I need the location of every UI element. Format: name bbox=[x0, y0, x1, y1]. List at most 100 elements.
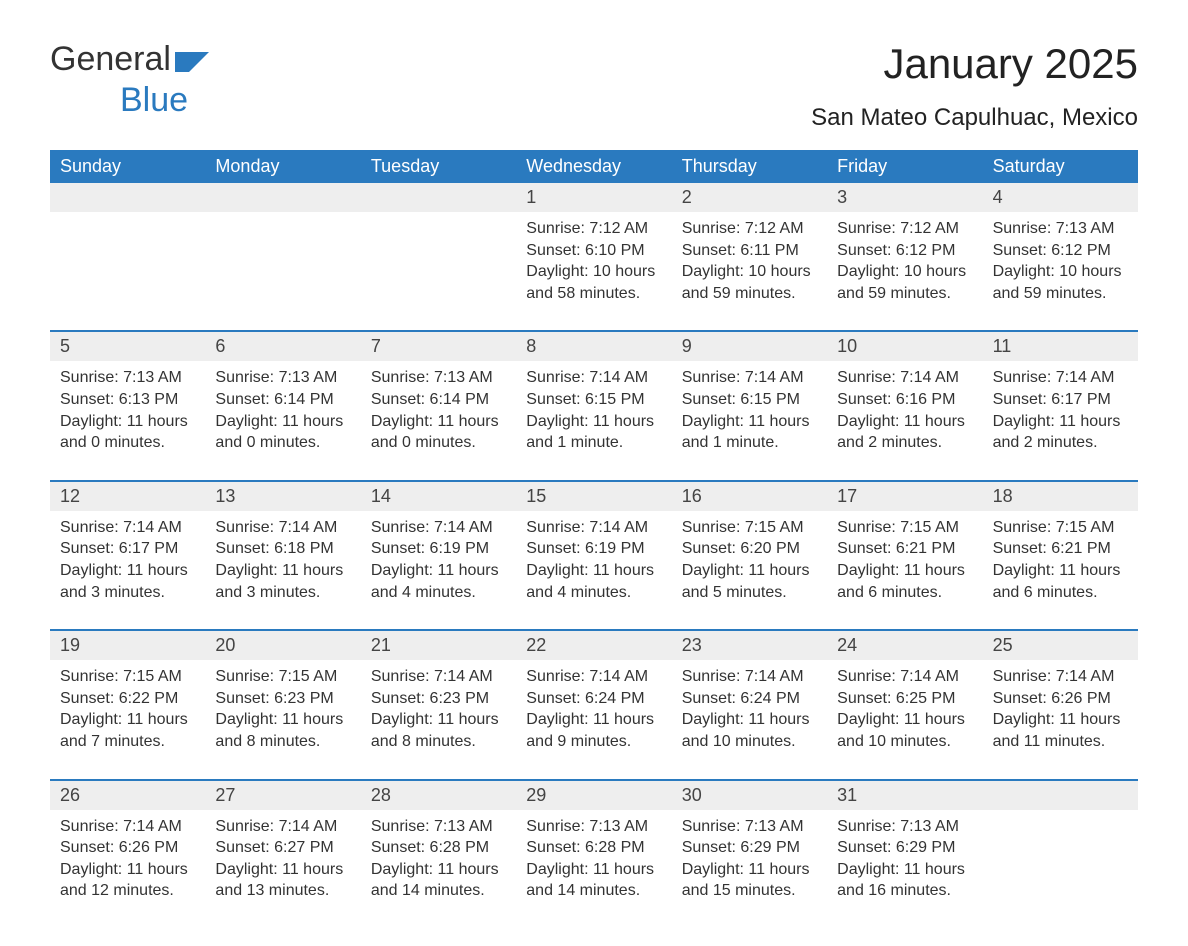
day-number: 23 bbox=[672, 631, 827, 660]
sunset-line: Sunset: 6:16 PM bbox=[837, 389, 972, 411]
day-number: . bbox=[983, 781, 1138, 810]
daylight-line: Daylight: 11 hours and 4 minutes. bbox=[526, 560, 661, 603]
day-details: Sunrise: 7:13 AMSunset: 6:28 PMDaylight:… bbox=[361, 810, 516, 902]
sunset-line: Sunset: 6:11 PM bbox=[682, 240, 817, 262]
weekday-header: Tuesday bbox=[361, 150, 516, 183]
sunrise-line: Sunrise: 7:14 AM bbox=[837, 666, 972, 688]
calendar-day: 28Sunrise: 7:13 AMSunset: 6:28 PMDayligh… bbox=[361, 781, 516, 906]
calendar-day: 9Sunrise: 7:14 AMSunset: 6:15 PMDaylight… bbox=[672, 332, 827, 457]
day-number: 31 bbox=[827, 781, 982, 810]
daylight-line: Daylight: 11 hours and 13 minutes. bbox=[215, 859, 350, 902]
sunrise-line: Sunrise: 7:13 AM bbox=[837, 816, 972, 838]
day-details: Sunrise: 7:13 AMSunset: 6:14 PMDaylight:… bbox=[361, 361, 516, 453]
day-details: Sunrise: 7:14 AMSunset: 6:18 PMDaylight:… bbox=[205, 511, 360, 603]
calendar-week: 12Sunrise: 7:14 AMSunset: 6:17 PMDayligh… bbox=[50, 480, 1138, 607]
day-number: 16 bbox=[672, 482, 827, 511]
day-number: 12 bbox=[50, 482, 205, 511]
logo: General Blue bbox=[50, 40, 209, 120]
day-details: Sunrise: 7:13 AMSunset: 6:12 PMDaylight:… bbox=[983, 212, 1138, 304]
day-details: Sunrise: 7:14 AMSunset: 6:19 PMDaylight:… bbox=[361, 511, 516, 603]
sunrise-line: Sunrise: 7:13 AM bbox=[60, 367, 195, 389]
flag-icon bbox=[175, 42, 209, 81]
day-details: Sunrise: 7:13 AMSunset: 6:13 PMDaylight:… bbox=[50, 361, 205, 453]
calendar-day-empty: . bbox=[50, 183, 205, 308]
calendar-day: 12Sunrise: 7:14 AMSunset: 6:17 PMDayligh… bbox=[50, 482, 205, 607]
calendar-day: 25 Sunrise: 7:14 AMSunset: 6:26 PMDayligh… bbox=[983, 631, 1138, 756]
day-number: 25 bbox=[983, 631, 1138, 660]
logo-text: General Blue bbox=[50, 40, 209, 120]
day-number: 15 bbox=[516, 482, 671, 511]
sunrise-line: Sunrise: 7:14 AM bbox=[526, 367, 661, 389]
calendar-day: 10Sunrise: 7:14 AMSunset: 6:16 PMDayligh… bbox=[827, 332, 982, 457]
calendar-day: 16Sunrise: 7:15 AMSunset: 6:20 PMDayligh… bbox=[672, 482, 827, 607]
day-details: Sunrise: 7:14 AMSunset: 6:24 PMDaylight:… bbox=[672, 660, 827, 752]
calendar-day: 18Sunrise: 7:15 AMSunset: 6:21 PMDayligh… bbox=[983, 482, 1138, 607]
day-number: . bbox=[205, 183, 360, 212]
day-number: 8 bbox=[516, 332, 671, 361]
sunrise-line: Sunrise: 7:12 AM bbox=[837, 218, 972, 240]
calendar-week: 5Sunrise: 7:13 AMSunset: 6:13 PMDaylight… bbox=[50, 330, 1138, 457]
calendar: SundayMondayTuesdayWednesdayThursdayFrid… bbox=[50, 150, 1138, 906]
daylight-line: Daylight: 11 hours and 14 minutes. bbox=[526, 859, 661, 902]
sunset-line: Sunset: 6:10 PM bbox=[526, 240, 661, 262]
day-number: 6 bbox=[205, 332, 360, 361]
weekday-header: Monday bbox=[205, 150, 360, 183]
calendar-day: 31Sunrise: 7:13 AMSunset: 6:29 PMDayligh… bbox=[827, 781, 982, 906]
sunset-line: Sunset: 6:27 PM bbox=[215, 837, 350, 859]
day-details: Sunrise: 7:15 AMSunset: 6:23 PMDaylight:… bbox=[205, 660, 360, 752]
daylight-line: Daylight: 11 hours and 6 minutes. bbox=[837, 560, 972, 603]
daylight-line: Daylight: 11 hours and 12 minutes. bbox=[60, 859, 195, 902]
daylight-line: Daylight: 11 hours and 4 minutes. bbox=[371, 560, 506, 603]
sunset-line: Sunset: 6:29 PM bbox=[682, 837, 817, 859]
location-subtitle: San Mateo Capulhuac, Mexico bbox=[811, 104, 1138, 132]
daylight-line: Daylight: 11 hours and 11 minutes. bbox=[993, 709, 1128, 752]
day-number: 30 bbox=[672, 781, 827, 810]
sunset-line: Sunset: 6:13 PM bbox=[60, 389, 195, 411]
sunrise-line: Sunrise: 7:14 AM bbox=[526, 517, 661, 539]
day-number: 9 bbox=[672, 332, 827, 361]
sunrise-line: Sunrise: 7:15 AM bbox=[837, 517, 972, 539]
calendar-day: 15Sunrise: 7:14 AMSunset: 6:19 PMDayligh… bbox=[516, 482, 671, 607]
daylight-line: Daylight: 11 hours and 3 minutes. bbox=[215, 560, 350, 603]
calendar-day: 26Sunrise: 7:14 AMSunset: 6:26 PMDayligh… bbox=[50, 781, 205, 906]
daylight-line: Daylight: 11 hours and 1 minute. bbox=[526, 411, 661, 454]
day-details: Sunrise: 7:14 AMSunset: 6:17 PMDaylight:… bbox=[983, 361, 1138, 453]
daylight-line: Daylight: 10 hours and 59 minutes. bbox=[993, 261, 1128, 304]
calendar-day: 24Sunrise: 7:14 AMSunset: 6:25 PMDayligh… bbox=[827, 631, 982, 756]
day-details: Sunrise: 7:14 AMSunset: 6:24 PMDaylight:… bbox=[516, 660, 671, 752]
daylight-line: Daylight: 10 hours and 59 minutes. bbox=[682, 261, 817, 304]
sunset-line: Sunset: 6:12 PM bbox=[993, 240, 1128, 262]
sunrise-line: Sunrise: 7:14 AM bbox=[682, 666, 817, 688]
day-number: 13 bbox=[205, 482, 360, 511]
daylight-line: Daylight: 11 hours and 10 minutes. bbox=[837, 709, 972, 752]
sunrise-line: Sunrise: 7:14 AM bbox=[371, 666, 506, 688]
daylight-line: Daylight: 11 hours and 9 minutes. bbox=[526, 709, 661, 752]
sunrise-line: Sunrise: 7:14 AM bbox=[215, 517, 350, 539]
day-details: Sunrise: 7:13 AMSunset: 6:29 PMDaylight:… bbox=[827, 810, 982, 902]
day-number: 5 bbox=[50, 332, 205, 361]
weekday-header: Friday bbox=[827, 150, 982, 183]
sunset-line: Sunset: 6:26 PM bbox=[60, 837, 195, 859]
sunrise-line: Sunrise: 7:14 AM bbox=[371, 517, 506, 539]
day-details: Sunrise: 7:13 AMSunset: 6:29 PMDaylight:… bbox=[672, 810, 827, 902]
calendar-week: 26Sunrise: 7:14 AMSunset: 6:26 PMDayligh… bbox=[50, 779, 1138, 906]
day-details: Sunrise: 7:15 AMSunset: 6:21 PMDaylight:… bbox=[827, 511, 982, 603]
day-number: 3 bbox=[827, 183, 982, 212]
day-details: Sunrise: 7:14 AMSunset: 6:23 PMDaylight:… bbox=[361, 660, 516, 752]
daylight-line: Daylight: 11 hours and 7 minutes. bbox=[60, 709, 195, 752]
daylight-line: Daylight: 11 hours and 2 minutes. bbox=[993, 411, 1128, 454]
header: General Blue January 2025 San Mateo Capu… bbox=[50, 40, 1138, 132]
calendar-day: 23Sunrise: 7:14 AMSunset: 6:24 PMDayligh… bbox=[672, 631, 827, 756]
sunrise-line: Sunrise: 7:14 AM bbox=[993, 666, 1128, 688]
calendar-day: 11Sunrise: 7:14 AMSunset: 6:17 PMDayligh… bbox=[983, 332, 1138, 457]
day-details: Sunrise: 7:12 AMSunset: 6:10 PMDaylight:… bbox=[516, 212, 671, 304]
sunrise-line: Sunrise: 7:14 AM bbox=[682, 367, 817, 389]
daylight-line: Daylight: 11 hours and 14 minutes. bbox=[371, 859, 506, 902]
sunrise-line: Sunrise: 7:13 AM bbox=[371, 816, 506, 838]
calendar-day: 6Sunrise: 7:13 AMSunset: 6:14 PMDaylight… bbox=[205, 332, 360, 457]
daylight-line: Daylight: 11 hours and 10 minutes. bbox=[682, 709, 817, 752]
day-number: 19 bbox=[50, 631, 205, 660]
day-details: Sunrise: 7:14 AMSunset: 6:15 PMDaylight:… bbox=[516, 361, 671, 453]
sunset-line: Sunset: 6:26 PM bbox=[993, 688, 1128, 710]
calendar-day: 22Sunrise: 7:14 AMSunset: 6:24 PMDayligh… bbox=[516, 631, 671, 756]
